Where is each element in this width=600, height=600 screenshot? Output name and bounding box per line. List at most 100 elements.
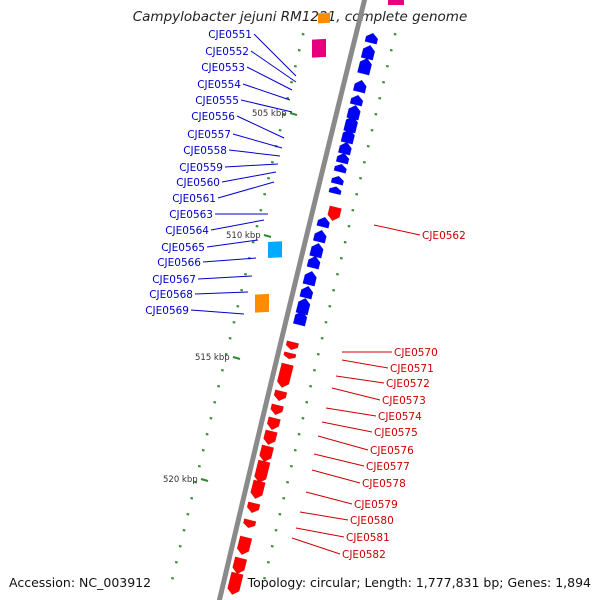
- tick-mark-outer: [393, 33, 397, 36]
- tick-mark-inner: [263, 193, 267, 196]
- tick-mark-outer: [382, 81, 386, 84]
- tick-mark-outer: [370, 129, 374, 132]
- tick-mark-outer: [366, 145, 370, 148]
- tick-mark-inner: [232, 321, 236, 324]
- tick-mark-outer: [286, 481, 290, 484]
- forward-gene-arrow: [292, 310, 308, 327]
- length-label: Length:: [364, 575, 412, 590]
- gene-leader-line: [190, 309, 245, 315]
- tick-mark-inner: [205, 433, 209, 436]
- gene-label-reverse[interactable]: CJE0574: [378, 411, 422, 423]
- gene-label-reverse[interactable]: CJE0579: [354, 499, 398, 511]
- gene-leader-line: [335, 375, 385, 384]
- gene-label-forward[interactable]: CJE0554: [197, 79, 241, 91]
- reverse-gene-arrow: [254, 459, 271, 483]
- gene-label-forward[interactable]: CJE0568: [149, 289, 193, 301]
- forward-gene-arrow: [295, 297, 311, 316]
- tick-mark-outer: [347, 225, 351, 228]
- gene-leader-line: [311, 469, 361, 484]
- gene-leader-line: [197, 275, 253, 280]
- gene-label-reverse[interactable]: CJE0578: [362, 478, 406, 490]
- reverse-gene-arrow: [243, 518, 257, 529]
- gene-label-forward[interactable]: CJE0557: [187, 129, 231, 141]
- gene-leader-line: [221, 171, 277, 183]
- gene-label-forward[interactable]: CJE0560: [176, 177, 220, 189]
- forward-gene-arrow: [309, 242, 324, 259]
- gene-label-reverse[interactable]: CJE0582: [342, 549, 386, 561]
- reverse-gene-arrow: [276, 362, 294, 388]
- gene-label-reverse[interactable]: CJE0575: [374, 427, 418, 439]
- gene-label-forward[interactable]: CJE0565: [161, 242, 205, 254]
- gene-label-forward[interactable]: CJE0561: [172, 193, 216, 205]
- tick-mark-outer: [324, 321, 328, 324]
- gene-leader-line: [206, 239, 259, 248]
- gene-leader-line: [242, 83, 291, 101]
- reverse-gene-arrow: [327, 205, 342, 222]
- gene-label-forward[interactable]: CJE0551: [208, 29, 252, 41]
- gene-label-reverse[interactable]: CJE0573: [382, 395, 426, 407]
- gene-label-forward[interactable]: CJE0564: [165, 225, 209, 237]
- gene-leader-line: [317, 435, 369, 451]
- forward-gene-arrow: [343, 115, 359, 134]
- forward-gene-arrow: [337, 141, 352, 156]
- forward-gene-arrow: [333, 163, 347, 174]
- gene-leader-line: [236, 115, 285, 139]
- map-title: Campylobacter jejuni RM1221, complete ge…: [132, 9, 468, 25]
- gene-leader-line: [224, 163, 279, 168]
- tick-mark-outer: [320, 337, 324, 340]
- gene-label-reverse[interactable]: CJE0572: [386, 378, 430, 390]
- gene-label-forward[interactable]: CJE0566: [157, 257, 201, 269]
- tick-mark-outer: [332, 289, 336, 292]
- length-value: 1,777,831 bp;: [415, 575, 504, 590]
- forward-gene-arrow: [335, 152, 350, 165]
- tick-mark-inner: [213, 401, 217, 404]
- gene-label-forward[interactable]: CJE0553: [201, 62, 245, 74]
- gene-leader-line: [228, 149, 281, 157]
- gene-label-reverse[interactable]: CJE0562: [422, 230, 466, 242]
- reverse-gene-arrow: [263, 429, 278, 446]
- tick-mark-inner: [286, 97, 290, 100]
- tick-mark-inner: [209, 417, 213, 420]
- gene-label-reverse[interactable]: CJE0577: [366, 461, 410, 473]
- tick-mark-outer: [274, 529, 278, 532]
- gene-label-forward[interactable]: CJE0552: [205, 46, 249, 58]
- tick-mark-inner: [228, 337, 232, 340]
- tick-mark-outer: [336, 273, 339, 276]
- gene-label-reverse[interactable]: CJE0581: [346, 532, 390, 544]
- gene-label-forward[interactable]: CJE0558: [183, 145, 227, 157]
- tick-mark-outer: [266, 561, 270, 564]
- tick-mark-outer: [343, 241, 347, 244]
- tick-mark-outer: [293, 449, 297, 452]
- genome-summary: Topology: circular; Length: 1,777,831 bp…: [248, 575, 591, 590]
- reverse-gene-arrow: [270, 403, 284, 416]
- gene-leader-line: [253, 33, 297, 77]
- forward-gene-arrow: [352, 79, 367, 94]
- gene-label-reverse[interactable]: CJE0576: [370, 445, 414, 457]
- misc-feature-box: [312, 38, 326, 58]
- gene-label-forward[interactable]: CJE0567: [152, 274, 196, 286]
- gene-label-forward[interactable]: CJE0555: [195, 95, 239, 107]
- gene-label-reverse[interactable]: CJE0571: [390, 363, 434, 375]
- reverse-gene-arrow: [266, 416, 281, 431]
- gene-label-forward[interactable]: CJE0569: [145, 305, 189, 317]
- tick-mark-inner: [171, 577, 174, 580]
- reverse-gene-arrow: [227, 571, 244, 595]
- tick-mark-outer: [289, 465, 293, 468]
- forward-gene-arrow: [306, 255, 321, 270]
- forward-gene-arrow: [302, 270, 317, 287]
- scale-label: 510 kbp: [226, 231, 261, 241]
- gene-label-forward[interactable]: CJE0559: [179, 162, 223, 174]
- gene-label-forward[interactable]: CJE0563: [169, 209, 213, 221]
- gene-label-reverse[interactable]: CJE0570: [394, 347, 438, 359]
- gene-label-reverse[interactable]: CJE0580: [350, 515, 394, 527]
- gene-leader-line: [373, 224, 421, 236]
- tick-mark-outer: [378, 97, 382, 100]
- reverse-gene-arrow: [283, 351, 297, 360]
- forward-gene-arrow: [330, 175, 344, 186]
- tick-mark-inner: [186, 513, 190, 516]
- gene-label-forward[interactable]: CJE0556: [191, 111, 235, 123]
- features-layer: [227, 0, 404, 595]
- tick-mark-outer: [389, 49, 393, 52]
- misc-feature-box: [388, 0, 404, 5]
